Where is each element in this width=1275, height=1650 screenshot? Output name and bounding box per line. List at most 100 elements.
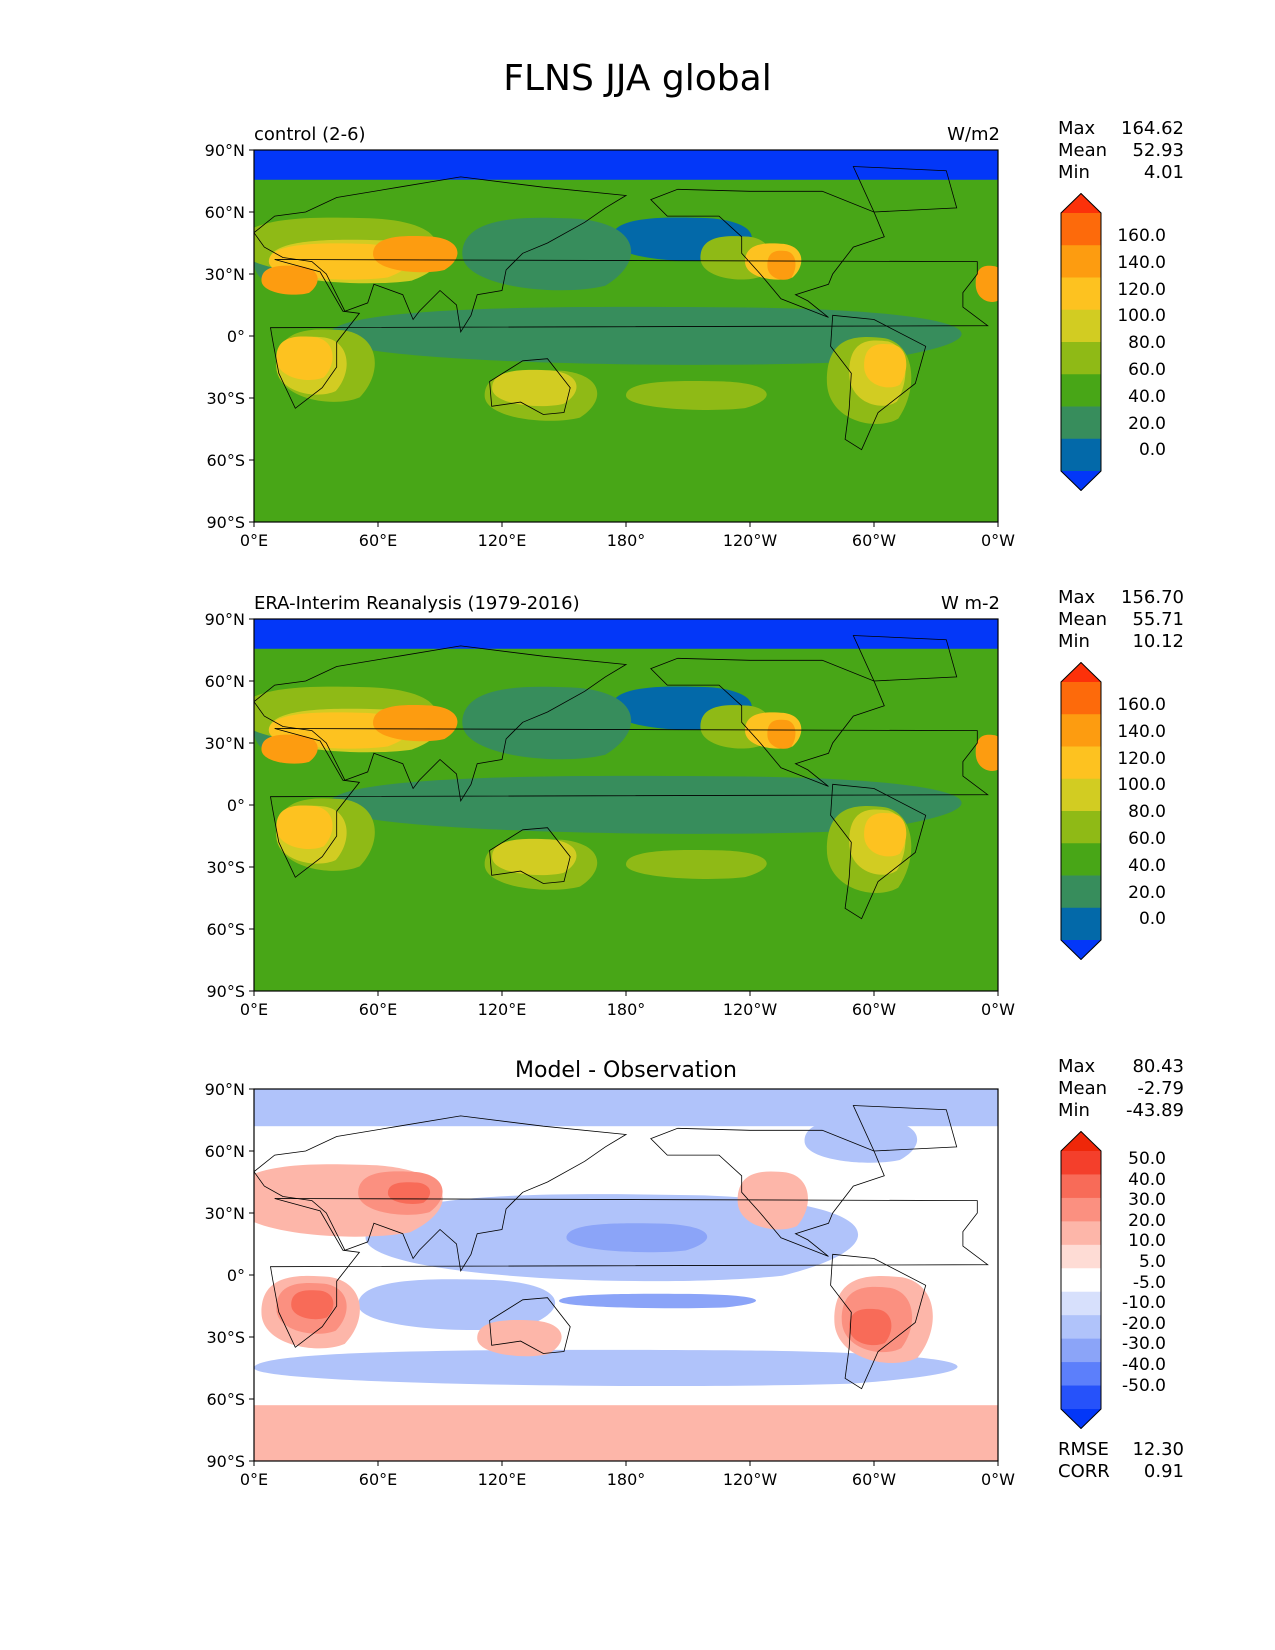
- colorbar-tick-label: 120.0: [1117, 279, 1166, 300]
- coastline: [650, 657, 885, 787]
- colorbar-extend-min: [1061, 940, 1101, 960]
- contour-region: [254, 150, 998, 180]
- x-tick-label: 180°: [607, 1470, 646, 1489]
- colorbar-tick-label: 60.0: [1128, 829, 1166, 849]
- y-tick-label: 90°N: [205, 141, 245, 160]
- contour-region: [477, 1320, 562, 1357]
- y-tick-label: 30°N: [205, 734, 245, 753]
- contour-region: [254, 619, 998, 649]
- colorbar-tick-label: 30.0: [1128, 1190, 1166, 1211]
- coastline: [489, 827, 571, 884]
- colorbar-tick-label: 160.0: [1117, 695, 1166, 715]
- panel-1-title: control (2-6): [254, 124, 366, 145]
- colorbar-tick-label: 60.0: [1128, 360, 1166, 380]
- colorbar-segment: [1061, 682, 1101, 715]
- x-tick-label: 60°E: [359, 1000, 397, 1019]
- panel-1-stats: Max 164.62 Mean 52.93 Min 4.01: [1058, 118, 1184, 184]
- colorbar-tick-label: -30.0: [1122, 1334, 1166, 1355]
- coastline: [830, 314, 927, 451]
- panel-3-map: 0°E 60°E 120°E 180° 120°W 60°W 0°W 90°N 60°N 30°N…: [205, 1080, 1016, 1489]
- x-tick-label: 120°W: [723, 1000, 778, 1019]
- colorbar-tick-label: 140.0: [1117, 252, 1166, 273]
- stat-value: 80.43: [1132, 1056, 1184, 1077]
- x-tick-label: 0°E: [240, 1470, 268, 1489]
- contour-region: [626, 380, 767, 410]
- contour-region: [864, 343, 907, 388]
- y-tick-label: 90°S: [206, 1452, 245, 1471]
- colorbar-segment: [1061, 1362, 1101, 1387]
- colorbar-tick-label: -40.0: [1122, 1355, 1166, 1375]
- colorbar-segment: [1061, 342, 1101, 375]
- coastline: [650, 1127, 885, 1257]
- colorbar-tick-label: -50.0: [1122, 1375, 1166, 1396]
- y-tick-label: 0°: [227, 327, 245, 346]
- x-tick-label: 0°W: [981, 1000, 1015, 1019]
- colorbar-tick-label: 40.0: [1128, 386, 1166, 407]
- stat-label: RMSE: [1058, 1439, 1109, 1460]
- contour-region: [975, 265, 998, 302]
- x-tick-label: 0°E: [240, 531, 268, 550]
- colorbar-segment: [1061, 1174, 1101, 1199]
- contour-region: [291, 1290, 334, 1320]
- coastline: [489, 358, 571, 415]
- y-tick-label: 60°S: [206, 1390, 245, 1409]
- colorbar-tick-label: 20.0: [1128, 413, 1166, 434]
- y-tick-label: 30°S: [206, 858, 245, 877]
- y-tick-label: 90°S: [206, 513, 245, 532]
- panel-2-colorbar: [1060, 662, 1102, 960]
- x-tick-label: 60°W: [852, 1000, 896, 1019]
- coastline: [852, 166, 958, 213]
- panel-1-colorbar: [1060, 193, 1102, 491]
- x-tick-label: 120°W: [723, 531, 778, 550]
- colorbar-segment: [1061, 875, 1101, 909]
- contour-region: [804, 1119, 918, 1163]
- colorbar-segment: [1061, 1197, 1101, 1222]
- colorbar-outline: [1060, 662, 1102, 960]
- y-tick-label: 60°N: [205, 672, 245, 691]
- colorbar-segment: [1061, 438, 1101, 472]
- contour-region: [499, 1431, 669, 1454]
- y-tick-label: 30°S: [206, 1328, 245, 1347]
- contour-fill-group: [254, 150, 998, 451]
- colorbar-tick-label: -20.0: [1122, 1313, 1166, 1334]
- colorbar-outline: [1060, 1131, 1102, 1429]
- colorbar-tick-label: 50.0: [1128, 1149, 1166, 1169]
- coastline: [830, 783, 927, 920]
- x-tick-label: 60°W: [852, 1470, 896, 1489]
- y-tick-label: 90°N: [205, 610, 245, 629]
- panel-2-stats: Max 156.70 Mean 55.71 Min 10.12: [1058, 587, 1184, 653]
- contour-region: [373, 235, 458, 273]
- colorbar-segment: [1061, 1151, 1101, 1175]
- x-tick-label: 0°W: [981, 531, 1015, 550]
- y-tick-label: 60°N: [205, 203, 245, 222]
- colorbar-tick-label: 10.0: [1128, 1231, 1166, 1252]
- colorbar-segment: [1061, 309, 1101, 343]
- panel-1-map: 0°E 60°E 120°E 180° 120°W 60°W 0°W 90°N 60°N 30°N…: [205, 141, 1016, 550]
- coastline: [270, 1198, 989, 1348]
- colorbar-segment: [1061, 746, 1101, 780]
- panel-3-error-stats: RMSE 12.30 CORR 0.91: [1058, 1439, 1184, 1483]
- contour-region: [864, 812, 907, 857]
- colorbar-extend-max: [1061, 662, 1101, 682]
- colorbar-extend-min: [1061, 471, 1101, 491]
- contour-region: [261, 265, 318, 295]
- panel-3-title: Model - Observation: [515, 1058, 737, 1083]
- coastline: [254, 176, 628, 334]
- stat-label: Max: [1058, 587, 1096, 608]
- x-tick-label: 60°W: [852, 531, 896, 550]
- stat-value: 52.93: [1132, 140, 1184, 161]
- stat-value: 55.71: [1132, 609, 1184, 630]
- contour-region: [462, 217, 632, 291]
- colorbar-extend-min: [1061, 1409, 1101, 1429]
- stat-value: -2.79: [1137, 1078, 1184, 1099]
- x-tick-label: 180°: [607, 531, 646, 550]
- contour-region: [254, 1349, 958, 1387]
- colorbar-segment: [1061, 1244, 1101, 1269]
- colorbar-tick-label: 80.0: [1128, 333, 1166, 354]
- x-tick-label: 120°E: [478, 531, 527, 550]
- x-tick-label: 180°: [607, 1000, 646, 1019]
- colorbar-tick-label: 0.0: [1138, 440, 1166, 461]
- colorbar-segment: [1061, 245, 1101, 278]
- contour-region: [462, 686, 632, 760]
- panel-1-units: W/m2: [947, 124, 1000, 145]
